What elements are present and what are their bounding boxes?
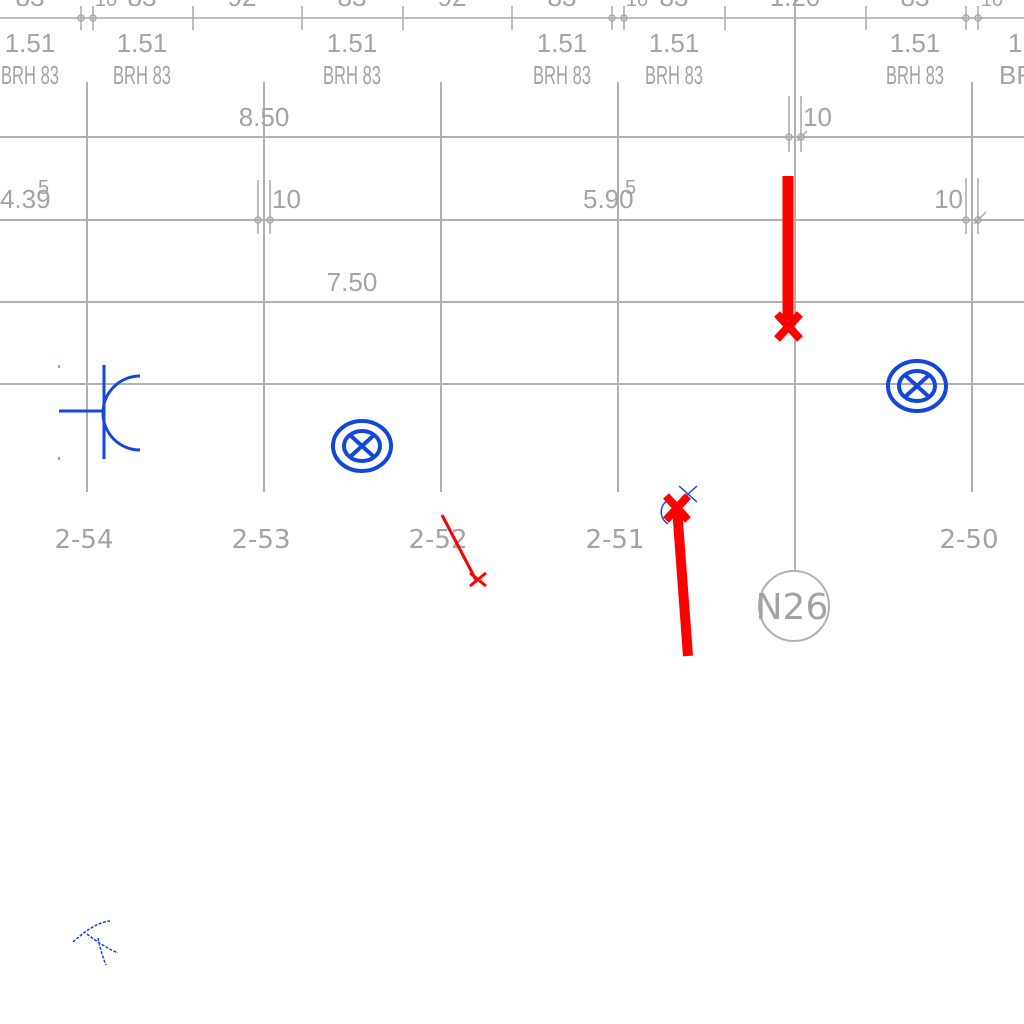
top-partial-7: 10 xyxy=(626,0,648,11)
top-partial-2: 83 xyxy=(128,0,157,12)
axis-label-2-53: 2-53 xyxy=(231,525,290,555)
top-bottom-2: BRH 83 xyxy=(323,60,381,90)
dim-10-mark-c: 10 xyxy=(934,178,987,234)
grid-lines xyxy=(0,0,1024,572)
red-markup-diagonal-long xyxy=(663,493,693,657)
top-partial-10: 83 xyxy=(901,0,930,12)
top-value-4: 1.51 xyxy=(649,28,700,58)
top-partial-9: 1.20 xyxy=(770,0,821,12)
axis-label-2-51: 2-51 xyxy=(585,525,644,555)
top-bottom-6: BRH xyxy=(999,60,1024,90)
top-bottom-5: BRH 83 xyxy=(886,60,944,90)
junction-marker-icon xyxy=(72,920,119,966)
top-partial-11: 10 xyxy=(981,0,1003,11)
dim-4-39-sup: 5 xyxy=(38,177,49,199)
top-partial-1: 10 xyxy=(95,0,117,11)
x-marker-icon xyxy=(774,311,803,342)
dim-10-b: 10 xyxy=(803,102,832,132)
axis-labels: 2-54 2-53 2-52 2-51 2-50 xyxy=(54,525,998,555)
top-partial-0: 83 xyxy=(16,0,45,12)
dim-7-50: 7.50 xyxy=(327,267,378,297)
dim-4-39: 4.39 xyxy=(0,184,51,214)
axis-label-2-50: 2-50 xyxy=(939,525,998,555)
dim-10-mark-b: 10 xyxy=(785,96,832,152)
wall-fixture-icon xyxy=(886,359,948,413)
dim-8-50: 8.50 xyxy=(239,102,290,132)
top-bottom-3: BRH 83 xyxy=(533,60,591,90)
top-dim-ticks xyxy=(77,6,982,30)
top-bottom-4: BRH 83 xyxy=(645,60,703,90)
outlet-symbol-icon xyxy=(58,365,141,460)
top-partial-5: 92 xyxy=(438,0,467,12)
top-partial-3: 92 xyxy=(228,0,257,12)
axis-label-2-54: 2-54 xyxy=(54,525,113,555)
ceiling-fixture-icon xyxy=(331,419,393,473)
top-partial-8: 83 xyxy=(660,0,689,12)
red-markup-vertical xyxy=(774,176,803,342)
top-value-1: 1.51 xyxy=(117,28,168,58)
dim-5-90-sup: 5 xyxy=(625,177,636,199)
top-value-3: 1.51 xyxy=(537,28,588,58)
axis-label-2-52: 2-52 xyxy=(408,525,467,555)
dimension-labels: 8.50 7.50 4.39 5 5.90 5 10 10 10 xyxy=(0,96,987,297)
dim-10-mark-a: 10 xyxy=(254,180,301,234)
dim-10-a: 10 xyxy=(272,184,301,214)
grid-bubble-circle xyxy=(758,570,830,642)
top-bottom-0: BRH 83 xyxy=(1,60,59,90)
top-partial-4: 83 xyxy=(338,0,367,12)
top-dimension-row: 83 10 83 92 83 92 83 10 83 1.20 83 10 1.… xyxy=(0,0,1024,90)
top-bottom-1: BRH 83 xyxy=(113,60,171,90)
dim-10-c: 10 xyxy=(934,184,963,214)
red-markup-diagonal-small xyxy=(440,514,487,588)
top-partial-6: 83 xyxy=(548,0,577,12)
x-marker-icon xyxy=(663,493,691,523)
top-value-5: 1.51 xyxy=(890,28,941,58)
grid-bubble-label: N26 xyxy=(756,587,829,628)
grid-bubble-n26: N26 xyxy=(756,570,830,642)
dim-5-90: 5.90 xyxy=(583,184,634,214)
top-value-0: 1.51 xyxy=(5,28,56,58)
top-value-6: 1.5 xyxy=(1008,28,1024,58)
top-value-2: 1.51 xyxy=(327,28,378,58)
